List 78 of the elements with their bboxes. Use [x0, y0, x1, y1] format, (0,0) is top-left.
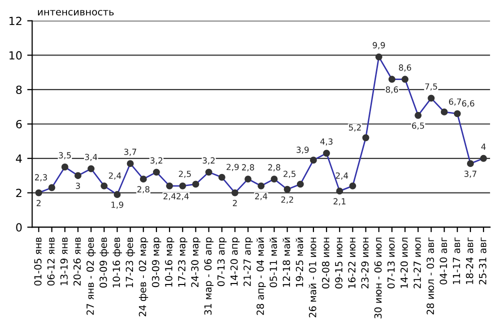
- data-label: 2,1: [334, 198, 346, 206]
- x-tick-label: 23-29 июн: [361, 238, 369, 288]
- data-label: 3,4: [85, 154, 98, 162]
- x-tick-label: 03-09 фев: [100, 237, 109, 288]
- data-label: 4: [481, 144, 486, 150]
- data-label: 6,5: [412, 122, 424, 130]
- data-label: 2,8: [268, 164, 280, 172]
- data-label: 2,8: [242, 164, 254, 172]
- data-label: 3,9: [296, 146, 309, 154]
- x-tick-label: 09-15 июн: [335, 238, 342, 288]
- y-tick-label: 2: [16, 188, 22, 198]
- data-label: 2,5: [284, 170, 296, 178]
- x-tick-label: 28 июл - 03 авг: [426, 237, 434, 314]
- data-label: 4,3: [320, 138, 332, 146]
- y-tick-label: 6: [16, 120, 22, 128]
- x-tick-label: 21-27 июл: [414, 238, 421, 288]
- y-tick-label: 0: [16, 223, 22, 232]
- x-tick-label: 27 янв - 02 фев: [86, 237, 96, 315]
- x-tick-label: 07-13 июл: [387, 238, 395, 288]
- data-label: 2,4: [336, 172, 348, 180]
- data-label: 3,5: [58, 152, 71, 160]
- x-tick-label: 01-05 янв: [34, 237, 42, 286]
- x-tick-label: 04-10 авг: [440, 237, 448, 284]
- data-label: 6,6: [462, 100, 474, 108]
- data-label: 5,2: [348, 124, 361, 132]
- y-tick-label: 4: [16, 154, 22, 163]
- x-tick-label: 14-20 июл: [400, 238, 408, 288]
- data-label: 2,3: [34, 174, 47, 182]
- x-tick-label: 03-09 мар: [152, 237, 162, 288]
- x-tick-label: 20-26 янв: [73, 237, 81, 286]
- data-label: 2: [36, 200, 41, 206]
- data-label: 2,5: [178, 170, 191, 178]
- y-tick-label: 10: [10, 51, 22, 60]
- x-tick-label: 31 мар - 06 апр: [204, 237, 214, 315]
- data-label: 3,2: [202, 157, 215, 164]
- data-label: 2,2: [281, 196, 294, 204]
- y-tick-label: 12: [10, 16, 22, 26]
- x-tick-label: 16-22 июн: [348, 238, 356, 288]
- data-label: 2,8: [137, 186, 150, 194]
- x-tick-label: 18-24 авг: [466, 237, 474, 284]
- data-label: 2,4: [255, 193, 268, 200]
- x-tick-label: 10-16 фев: [112, 237, 122, 288]
- x-tick-label: 24 фев - 02 мар: [138, 237, 148, 316]
- data-label: 3,2: [150, 157, 162, 164]
- x-tick-label: 30 июн - 06 июл: [374, 238, 382, 318]
- data-label: 2,4: [108, 172, 122, 180]
- data-label: 3: [76, 182, 80, 189]
- data-label: 6,7: [449, 98, 461, 106]
- x-tick-label: 25-31 авг: [478, 237, 486, 284]
- x-tick-label: 07-13 апр: [217, 237, 227, 286]
- data-label: 3,7: [124, 148, 136, 156]
- data-label: 2,4: [164, 193, 176, 200]
- x-tick-label: 21-27 апр: [243, 237, 253, 286]
- y-axis-title: интенсивность: [38, 10, 114, 16]
- x-tick-label: 24-30 мар: [191, 237, 200, 288]
- x-tick-label: 14-20 апр: [230, 237, 240, 286]
- x-tick-label: 28 апр - 04 май: [256, 238, 266, 315]
- x-tick-label: 02-08 июн: [322, 238, 330, 288]
- data-label: 8,6: [386, 86, 398, 94]
- data-label: 2: [232, 200, 237, 206]
- x-tick-label: 10-16 мар: [165, 237, 174, 287]
- data-label: 2,9: [226, 164, 239, 171]
- data-label: 1,9: [112, 202, 124, 209]
- x-tick-label: 17-23 фев: [126, 237, 135, 288]
- x-tick-label: 17-23 мар: [178, 237, 188, 287]
- x-tick-label: 05-11 май: [270, 238, 278, 288]
- data-label: 9,9: [372, 42, 385, 50]
- x-tick-label: 11-17 авг: [452, 237, 460, 284]
- data-label: 7,5: [425, 83, 438, 90]
- data-label: 2,4: [176, 193, 189, 200]
- data-label: 3,7: [464, 170, 476, 178]
- x-tick-label: 26 май - 01 июн: [308, 238, 316, 318]
- x-tick-label: 12-18 май: [282, 238, 290, 287]
- x-tick-label: 06-12 янв: [47, 237, 55, 286]
- x-tick-label: 13-19 янв: [60, 237, 68, 286]
- x-tick-label: 19-25 май: [296, 238, 304, 287]
- data-label: 8,6: [398, 64, 412, 72]
- y-tick-label: 8: [16, 86, 22, 94]
